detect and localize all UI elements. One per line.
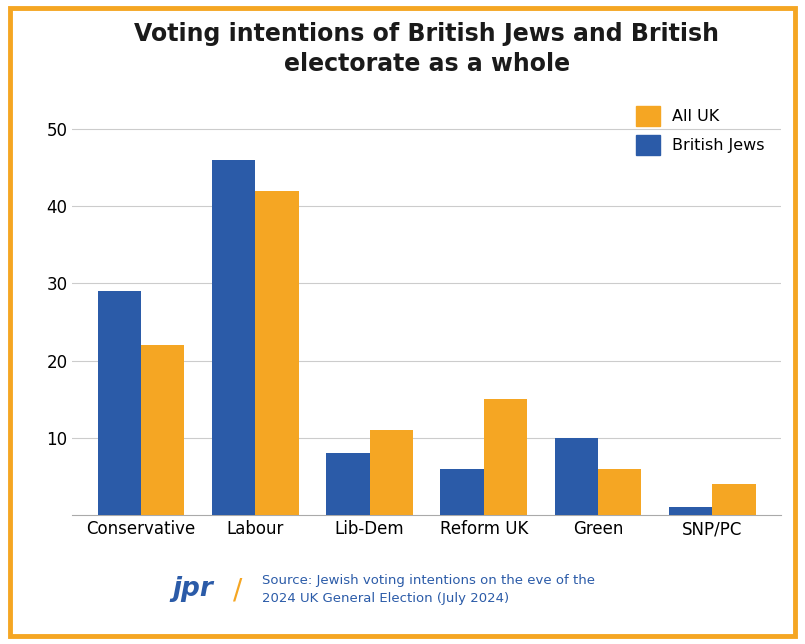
Bar (97, 291, 141, 515)
Bar (484, 399, 527, 515)
Bar (598, 469, 642, 515)
Bar (255, 191, 299, 515)
Bar (555, 438, 598, 515)
Bar (712, 484, 756, 515)
Text: /: / (233, 576, 242, 605)
Title: Voting intentions of British Jews and British
electorate as a whole: Voting intentions of British Jews and Br… (134, 22, 719, 76)
Bar (440, 469, 484, 515)
Bar (326, 453, 369, 515)
Bar (369, 430, 413, 515)
Legend: All UK, British Jews: All UK, British Jews (628, 98, 773, 163)
Text: Source: Jewish voting intentions on the eve of the
2024 UK General Election (Jul: Source: Jewish voting intentions on the … (262, 574, 595, 605)
Bar (669, 507, 712, 515)
Bar (141, 345, 184, 515)
Bar (212, 160, 255, 515)
Text: jpr: jpr (173, 576, 213, 602)
